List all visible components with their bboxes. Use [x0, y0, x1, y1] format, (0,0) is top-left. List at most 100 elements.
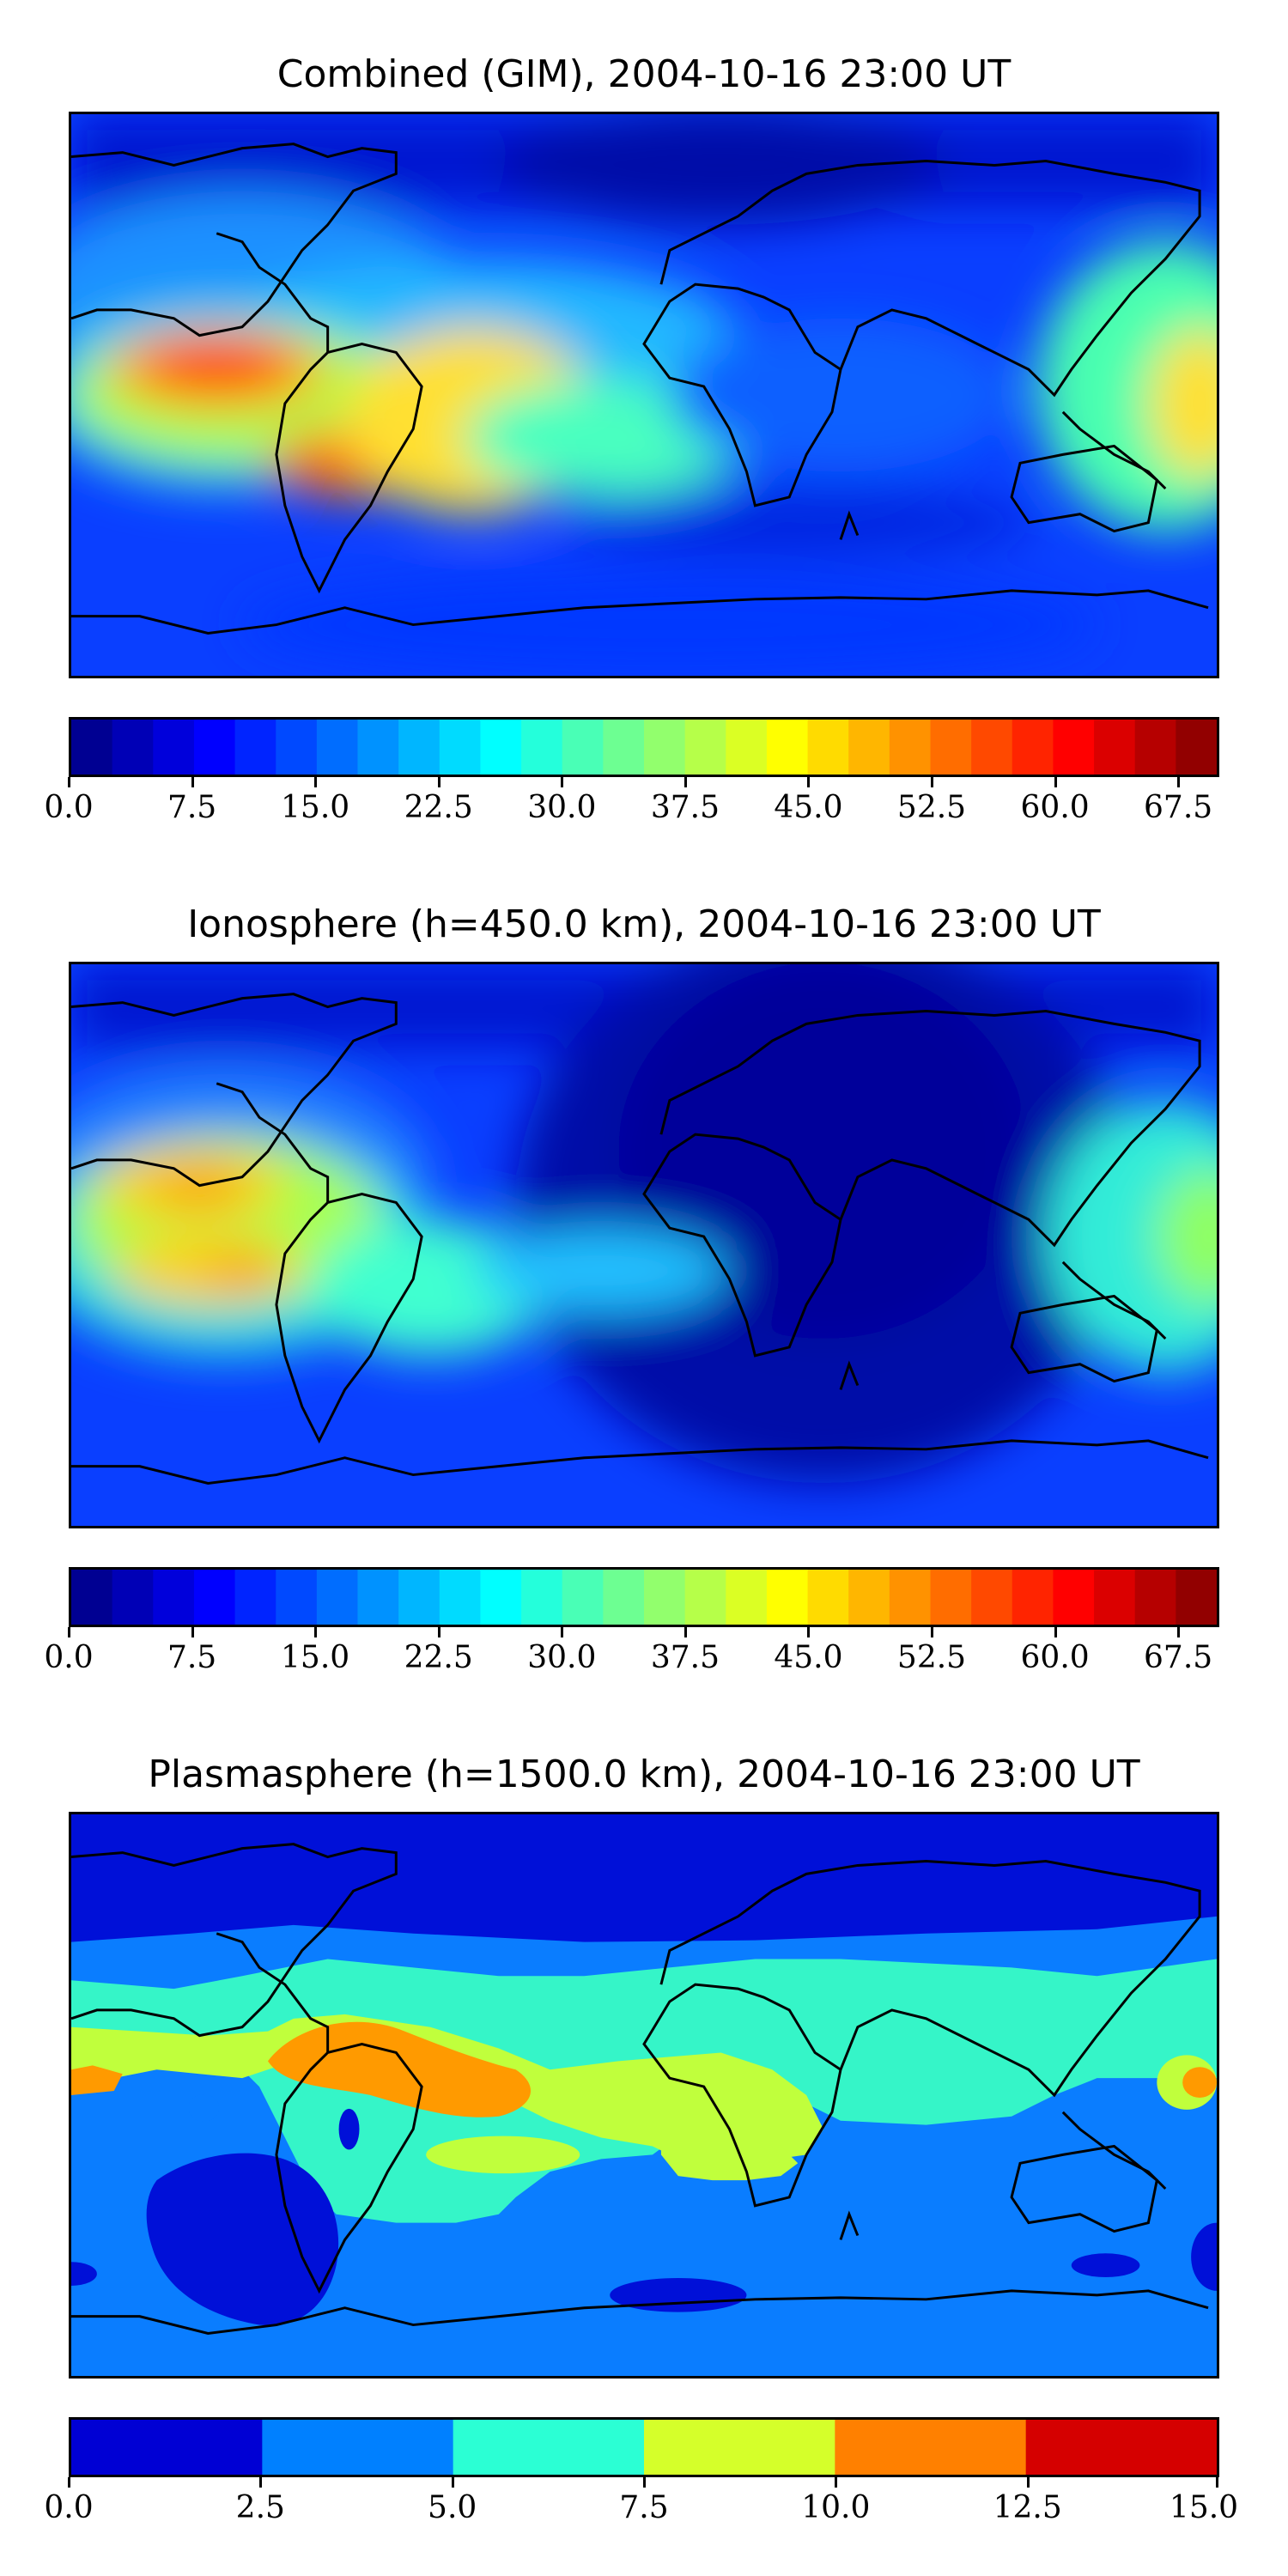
- coastlines: [71, 1843, 1209, 2335]
- colorbar-tick-label: 15.0: [281, 1640, 350, 1675]
- colorbar-swatch: [644, 1570, 686, 1625]
- map-plot-2: [71, 1814, 1217, 2376]
- colorbar-swatch: [480, 1570, 522, 1625]
- colorbar-tick: [191, 1627, 194, 1637]
- colorbar-tick-label: 22.5: [404, 790, 473, 825]
- map-plot-1: [71, 964, 1217, 1526]
- colorbar-swatch: [153, 1570, 195, 1625]
- colorbar-swatch: [807, 1570, 849, 1625]
- colorbar-swatch: [562, 720, 604, 775]
- colorbar-ionosphere: [69, 1567, 1219, 1627]
- colorbar-swatch: [71, 720, 113, 775]
- colorbar-tick-label: 10.0: [801, 2490, 871, 2525]
- colorbar-tick: [68, 1627, 70, 1637]
- colorbar-tick: [931, 1627, 933, 1637]
- map-plasmasphere: [69, 1812, 1219, 2379]
- colorbar-tick-label: 0.0: [44, 2490, 94, 2525]
- colorbar-tick: [683, 777, 687, 787]
- colorbar-swatch: [398, 1570, 440, 1625]
- colorbar-swatch: [1025, 2420, 1217, 2475]
- colorbar-tick: [259, 2477, 263, 2488]
- colorbar-swatch: [453, 2420, 645, 2475]
- colorbar-swatch: [889, 1570, 932, 1625]
- colorbar-swatch: [848, 1570, 890, 1625]
- colorbar-swatch: [562, 1570, 604, 1625]
- colorbar-swatch: [889, 720, 932, 775]
- colorbar-tick: [191, 777, 194, 787]
- colorbar-tick: [68, 777, 70, 787]
- colorbar-swatch: [971, 720, 1013, 775]
- coastlines: [71, 993, 1209, 1485]
- colorbar-swatch: [930, 720, 972, 775]
- colorbar-tick-label: 60.0: [1020, 1640, 1090, 1675]
- chart-title: Plasmasphere (h=1500.0 km), 2004-10-16 2…: [148, 1753, 1140, 1796]
- colorbar-swatch: [276, 720, 318, 775]
- colorbar-combined: [69, 717, 1219, 777]
- colorbar-tick: [561, 1627, 564, 1637]
- colorbar-tick-label: 37.5: [650, 790, 720, 825]
- coastlines: [71, 143, 1209, 635]
- colorbar-swatch: [439, 1570, 482, 1625]
- colorbar-swatch: [262, 2420, 454, 2475]
- colorbar-tick-label: 45.0: [774, 790, 843, 825]
- colorbar-tick-label: 15.0: [281, 790, 350, 825]
- colorbar-swatch: [234, 1570, 276, 1625]
- colorbar-tick: [1054, 1627, 1057, 1637]
- colorbar-tick: [1054, 777, 1057, 787]
- colorbar-tick: [807, 1627, 811, 1637]
- colorbar-swatch: [71, 2420, 263, 2475]
- colorbar-tick: [1177, 1627, 1181, 1637]
- colorbar-tick: [807, 777, 811, 787]
- colorbar-swatch: [726, 1570, 768, 1625]
- colorbar-swatch: [357, 1570, 399, 1625]
- colorbar-tick: [437, 1627, 440, 1637]
- colorbar-tick-label: 7.5: [619, 2490, 669, 2525]
- colorbar-swatch: [848, 720, 890, 775]
- colorbar-tick-label: 15.0: [1169, 2490, 1239, 2525]
- colorbar-swatch: [71, 1570, 113, 1625]
- colorbar-tick-label: 45.0: [774, 1640, 843, 1675]
- colorbar-tick: [835, 2477, 838, 2488]
- colorbar-swatch: [835, 2420, 1027, 2475]
- chart-title: Combined (GIM), 2004-10-16 23:00 UT: [276, 52, 1012, 96]
- colorbar-tick-label: 52.5: [896, 790, 967, 825]
- chart-title: Ionosphere (h=450.0 km), 2004-10-16 23:0…: [187, 902, 1101, 946]
- colorbar-tick: [1026, 2477, 1030, 2488]
- colorbar-tick: [931, 777, 933, 787]
- colorbar-swatch: [276, 1570, 318, 1625]
- colorbar-swatch: [726, 720, 768, 775]
- colorbar-tick: [451, 2477, 454, 2488]
- colorbar-tick-label: 30.0: [527, 1640, 597, 1675]
- colorbar-tick: [68, 2477, 70, 2488]
- colorbar-swatch: [684, 1570, 726, 1625]
- colorbar-plasmasphere: [69, 2417, 1219, 2477]
- colorbar-swatch: [684, 720, 726, 775]
- colorbar-swatch: [603, 1570, 645, 1625]
- map-ionosphere: [69, 962, 1219, 1528]
- colorbar-swatch: [1053, 1570, 1095, 1625]
- colorbar-swatch: [193, 1570, 236, 1625]
- map-combined: [69, 112, 1219, 678]
- colorbar-tick-label: 5.0: [428, 2490, 477, 2525]
- map-plot-0: [71, 114, 1217, 676]
- colorbar-ticks-1: 0.0 7.5 15.0 22.5 30.0 37.5 45.0 52.5 60…: [44, 1627, 1219, 1679]
- colorbar-scale-0: [71, 720, 1217, 775]
- colorbar-tick: [1216, 2477, 1218, 2488]
- colorbar-tick-label: 67.5: [1144, 1640, 1213, 1675]
- colorbar-tick: [1177, 777, 1181, 787]
- colorbar-swatch: [153, 720, 195, 775]
- colorbar-tick-label: 67.5: [1144, 790, 1213, 825]
- colorbar-swatch: [1134, 1570, 1176, 1625]
- colorbar-tick-label: 37.5: [650, 1640, 720, 1675]
- colorbar-tick-label: 30.0: [527, 790, 597, 825]
- colorbar-swatch: [644, 720, 686, 775]
- colorbar-tick-label: 52.5: [896, 1640, 967, 1675]
- colorbar-swatch: [1094, 1570, 1136, 1625]
- colorbar-swatch: [398, 720, 440, 775]
- colorbar-tick-label: 60.0: [1020, 790, 1090, 825]
- colorbar-swatch: [1134, 720, 1176, 775]
- colorbar-tick-label: 0.0: [44, 790, 94, 825]
- colorbar-swatch: [316, 720, 359, 775]
- colorbar-tick-label: 0.0: [44, 1640, 94, 1675]
- colorbar-swatch: [971, 1570, 1013, 1625]
